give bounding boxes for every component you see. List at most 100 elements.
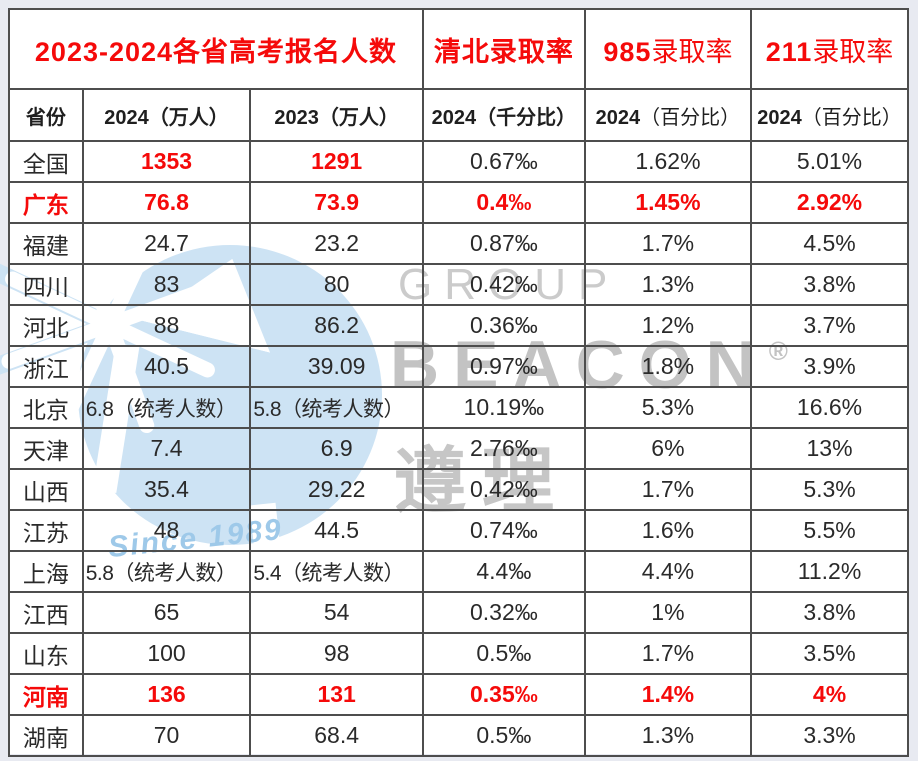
value-cell: 1.8% xyxy=(583,345,753,388)
header-211-suffix: 录取率 xyxy=(812,36,894,67)
province-cell: 山东 xyxy=(8,632,84,675)
value-cell: 3.9% xyxy=(750,345,909,388)
table-row: 河北 88 86.2 0.36‰ 1.2% 3.7% xyxy=(8,304,909,347)
value-cell: 3.5% xyxy=(750,632,909,675)
subheader-985-unit-suffix: （百分比） xyxy=(640,106,741,129)
value-cell: 76.8 xyxy=(81,181,252,224)
value-cell: 5.3% xyxy=(750,468,909,511)
header-211-rate: 211录取率 xyxy=(750,8,909,90)
subheader-211-unit-suffix: （百分比） xyxy=(801,106,902,129)
value-cell: 3.7% xyxy=(750,304,909,347)
value-cell: 1.62% xyxy=(583,140,753,183)
value-cell: 35.4 xyxy=(81,468,252,511)
value-cell: 5.01% xyxy=(750,140,909,183)
subheader-985-unit: 2024（百分比） xyxy=(583,88,753,142)
header-enrollment-title: 2023-2024各省高考报名人数 xyxy=(8,8,424,90)
value-cell: 0.32‰ xyxy=(421,591,586,634)
value-cell: 48 xyxy=(81,509,252,552)
value-cell: 44.5 xyxy=(249,509,424,552)
value-cell: 0.5‰ xyxy=(421,632,586,675)
header-211-number: 211 xyxy=(765,36,813,67)
value-cell: 1.4% xyxy=(583,673,753,716)
table-row: 福建 24.7 23.2 0.87‰ 1.7% 4.5% xyxy=(8,222,909,265)
value-cell: 13% xyxy=(750,427,909,470)
value-cell: 10.19‰ xyxy=(421,386,586,429)
table-row: 浙江 40.5 39.09 0.97‰ 1.8% 3.9% xyxy=(8,345,909,388)
header-qingbei-rate: 清北录取率 xyxy=(421,8,586,90)
province-cell: 江西 xyxy=(8,591,84,634)
value-cell: 7.4 xyxy=(81,427,252,470)
value-cell: 11.2% xyxy=(750,550,909,593)
value-cell: 100 xyxy=(81,632,252,675)
value-cell: 65 xyxy=(81,591,252,634)
table-row: 天津 7.4 6.9 2.76‰ 6% 13% xyxy=(8,427,909,470)
value-cell: 131 xyxy=(249,673,424,716)
value-cell: 86.2 xyxy=(249,304,424,347)
value-cell: 1.7% xyxy=(583,632,753,675)
value-cell: 0.74‰ xyxy=(421,509,586,552)
value-cell: 70 xyxy=(81,714,252,757)
value-cell: 1.3% xyxy=(583,714,753,757)
header-985-rate: 985录取率 xyxy=(583,8,753,90)
value-cell: 3.3% xyxy=(750,714,909,757)
value-cell: 4% xyxy=(750,673,909,716)
value-cell: 24.7 xyxy=(81,222,252,265)
gaokao-table: 2023-2024各省高考报名人数 清北录取率 985录取率 211录取率 省份… xyxy=(8,8,909,757)
province-cell: 浙江 xyxy=(8,345,84,388)
value-cell: 2.76‰ xyxy=(421,427,586,470)
subheader-211-unit: 2024（百分比） xyxy=(750,88,909,142)
value-cell: 5.4（统考人数） xyxy=(249,550,424,593)
province-cell: 北京 xyxy=(8,386,84,429)
value-cell: 23.2 xyxy=(249,222,424,265)
value-cell: 2.92% xyxy=(750,181,909,224)
province-cell: 上海 xyxy=(8,550,84,593)
province-cell: 福建 xyxy=(8,222,84,265)
value-cell: 4.4% xyxy=(583,550,753,593)
value-cell: 0.36‰ xyxy=(421,304,586,347)
table-row: 山东 100 98 0.5‰ 1.7% 3.5% xyxy=(8,632,909,675)
value-cell: 5.8（统考人数） xyxy=(249,386,424,429)
value-cell: 6.8（统考人数） xyxy=(81,386,252,429)
value-cell: 4.4‰ xyxy=(421,550,586,593)
table-sheet: Since 1989 GROUP BEACON® 遵理 2023-2024各省高… xyxy=(0,8,909,757)
table-row: 江西 65 54 0.32‰ 1% 3.8% xyxy=(8,591,909,634)
table-header-groups: 2023-2024各省高考报名人数 清北录取率 985录取率 211录取率 xyxy=(8,8,909,90)
value-cell: 40.5 xyxy=(81,345,252,388)
province-cell: 天津 xyxy=(8,427,84,470)
value-cell: 54 xyxy=(249,591,424,634)
province-cell: 四川 xyxy=(8,263,84,306)
table-subheader: 省份 2024（万人） 2023（万人） 2024（千分比） 2024（百分比）… xyxy=(8,88,909,142)
value-cell: 1% xyxy=(583,591,753,634)
province-cell: 河北 xyxy=(8,304,84,347)
table-row: 上海 5.8（统考人数） 5.4（统考人数） 4.4‰ 4.4% 11.2% xyxy=(8,550,909,593)
table-row: 广东 76.8 73.9 0.4‰ 1.45% 2.92% xyxy=(8,181,909,224)
subheader-province: 省份 xyxy=(8,88,84,142)
table-row: 山西 35.4 29.22 0.42‰ 1.7% 5.3% xyxy=(8,468,909,511)
subheader-qingbei-unit: 2024（千分比） xyxy=(421,88,586,142)
value-cell: 0.67‰ xyxy=(421,140,586,183)
province-cell: 河南 xyxy=(8,673,84,716)
value-cell: 0.42‰ xyxy=(421,263,586,306)
table-body: 全国 1353 1291 0.67‰ 1.62% 5.01% 广东 76.8 73.9 0.4‰ 1… xyxy=(8,140,909,757)
subheader-2024: 2024（万人） xyxy=(81,88,252,142)
header-985-suffix: 录取率 xyxy=(651,36,733,67)
value-cell: 1291 xyxy=(249,140,424,183)
value-cell: 1353 xyxy=(81,140,252,183)
value-cell: 4.5% xyxy=(750,222,909,265)
value-cell: 6% xyxy=(583,427,753,470)
value-cell: 1.7% xyxy=(583,468,753,511)
value-cell: 1.45% xyxy=(583,181,753,224)
value-cell: 0.35‰ xyxy=(421,673,586,716)
subheader-985-year: 2024 xyxy=(595,106,641,129)
value-cell: 6.9 xyxy=(249,427,424,470)
province-cell: 全国 xyxy=(8,140,84,183)
table-row: 湖南 70 68.4 0.5‰ 1.3% 3.3% xyxy=(8,714,909,757)
table-row: 全国 1353 1291 0.67‰ 1.62% 5.01% xyxy=(8,140,909,183)
subheader-211-year: 2024 xyxy=(757,106,802,129)
value-cell: 0.97‰ xyxy=(421,345,586,388)
value-cell: 0.4‰ xyxy=(421,181,586,224)
value-cell: 5.3% xyxy=(583,386,753,429)
table-row: 江苏 48 44.5 0.74‰ 1.6% 5.5% xyxy=(8,509,909,552)
value-cell: 1.6% xyxy=(583,509,753,552)
